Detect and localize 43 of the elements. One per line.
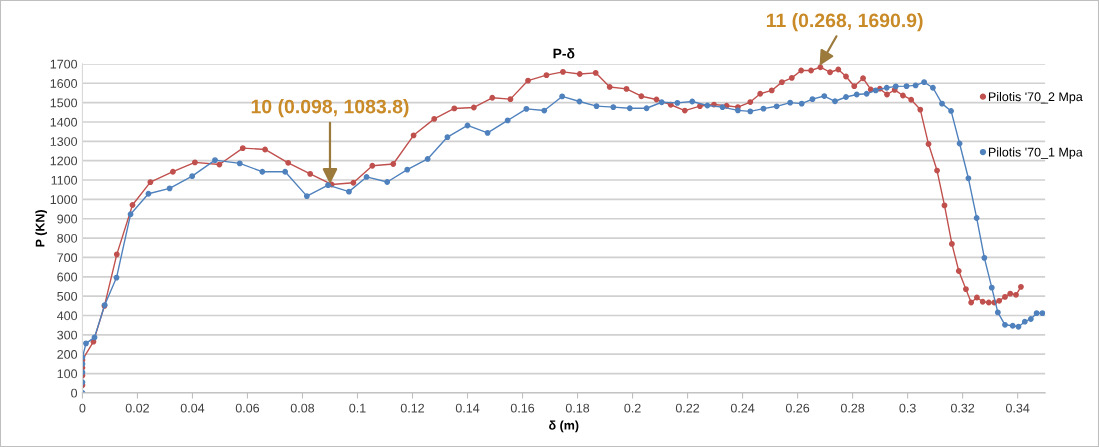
x-tick-label: 0.18 <box>565 403 590 413</box>
y-tick-label: 300 <box>57 330 78 340</box>
y-tick-label: 200 <box>57 350 78 359</box>
y-tick-label: 1500 <box>50 98 78 108</box>
y-tick-label: 1200 <box>50 156 78 166</box>
y-tick-label: 1000 <box>50 195 78 205</box>
y-tick-label: 800 <box>57 233 78 243</box>
annotation: 11 (0.268, 1690.9) <box>766 13 923 32</box>
y-tick-label: 1600 <box>50 79 78 88</box>
y-axis-title: P (KN) <box>35 210 47 247</box>
chart-title: P-δ <box>553 48 575 59</box>
y-tick-label: 0 <box>71 388 78 398</box>
x-tick-label: 0.14 <box>455 403 480 413</box>
legend-label: Pilotis '70_2 Mpa <box>988 91 1083 104</box>
x-tick-label: 0 <box>79 403 86 413</box>
x-tick-label: 0.26 <box>785 403 810 413</box>
x-tick-label: 0.22 <box>675 403 700 413</box>
y-tick-label: 500 <box>57 291 78 301</box>
y-tick-label: 1700 <box>50 59 78 69</box>
x-tick-label: 0.08 <box>290 403 315 413</box>
y-tick-label: 1100 <box>51 175 78 185</box>
y-tick-label: 400 <box>57 311 78 321</box>
x-tick-label: 0.3 <box>899 403 916 413</box>
x-tick-label: 0.2 <box>624 403 641 413</box>
x-tick-label: 0.1 <box>349 403 366 413</box>
x-tick-label: 0.04 <box>180 403 205 413</box>
x-axis-title: δ (m) <box>549 420 579 433</box>
y-tick-label: 100 <box>57 369 78 379</box>
x-tick-label: 0.12 <box>400 403 425 413</box>
annotation: 10 (0.098, 1083.8) <box>251 99 409 118</box>
y-tick-label: 1400 <box>50 117 78 127</box>
y-tick-label: 1300 <box>50 137 78 146</box>
legend-label: Pilotis '70_1 Mpa <box>988 147 1083 160</box>
y-tick-label: 900 <box>57 214 78 224</box>
y-tick-label: 600 <box>57 272 78 282</box>
x-tick-label: 0.34 <box>1005 403 1030 413</box>
y-tick-label: 700 <box>57 253 78 263</box>
x-tick-label: 0.16 <box>510 403 535 413</box>
x-tick-label: 0.32 <box>950 403 975 413</box>
x-tick-label: 0.06 <box>235 403 260 413</box>
x-tick-label: 0.28 <box>840 403 865 413</box>
x-tick-label: 0.02 <box>125 403 149 413</box>
x-tick-label: 0.24 <box>730 403 755 413</box>
